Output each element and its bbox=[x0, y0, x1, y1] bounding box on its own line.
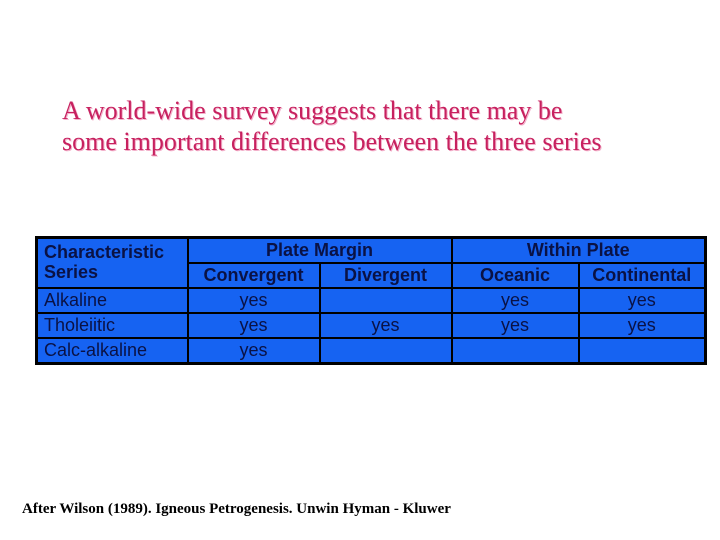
table-header-row-groups: Characteristic Series Plate Margin Withi… bbox=[35, 236, 707, 289]
value-cell: yes bbox=[450, 287, 580, 314]
group-header-within-plate: Within Plate bbox=[450, 236, 707, 264]
sub-header-divergent: Divergent bbox=[318, 262, 453, 289]
value-cell: yes bbox=[450, 312, 580, 339]
sub-header-oceanic: Oceanic bbox=[450, 262, 580, 289]
value-cell: yes bbox=[577, 287, 707, 314]
value-cell bbox=[450, 337, 580, 365]
group-header-plate-margin: Plate Margin bbox=[186, 236, 453, 264]
value-cell: yes bbox=[186, 287, 321, 314]
value-cell bbox=[318, 287, 453, 314]
corner-header-line-2: Series bbox=[44, 262, 99, 282]
row-label: Tholeiitic bbox=[35, 312, 189, 339]
row-label: Calc-alkaline bbox=[35, 337, 189, 365]
corner-header-cell: Characteristic Series bbox=[35, 236, 189, 289]
table-row-calc-alkaline: Calc-alkaline yes bbox=[35, 337, 707, 365]
title-line-1: A world-wide survey suggests that there … bbox=[62, 96, 563, 125]
table-header-row-subcolumns: Convergent Divergent Oceanic Continental bbox=[37, 262, 707, 289]
sub-header-convergent: Convergent bbox=[186, 262, 321, 289]
citation-text: After Wilson (1989). Igneous Petrogenesi… bbox=[22, 501, 451, 517]
sub-header-continental: Continental bbox=[577, 262, 707, 289]
series-comparison-table: Characteristic Series Plate Margin Withi… bbox=[35, 236, 707, 365]
value-cell bbox=[577, 337, 707, 365]
value-cell bbox=[318, 337, 453, 365]
value-cell: yes bbox=[186, 312, 321, 339]
corner-header-line-1: Characteristic bbox=[44, 242, 165, 263]
row-label: Alkaline bbox=[35, 287, 189, 314]
value-cell: yes bbox=[318, 312, 453, 339]
title-line-2: some important differences between the t… bbox=[62, 127, 602, 156]
table-row-tholeiitic: Tholeiitic yes yes yes yes bbox=[35, 312, 707, 339]
value-cell: yes bbox=[577, 312, 707, 339]
slide-title: A world-wide survey suggests that there … bbox=[62, 95, 602, 157]
value-cell: yes bbox=[186, 337, 321, 365]
table-row-alkaline: Alkaline yes yes yes bbox=[35, 287, 707, 314]
